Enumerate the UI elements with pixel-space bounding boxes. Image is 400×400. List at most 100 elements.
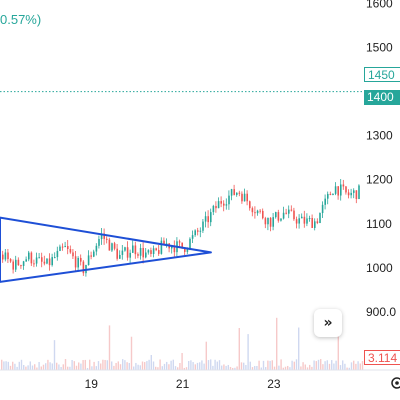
scroll-to-realtime-button[interactable]: » bbox=[314, 309, 342, 337]
volume-bar bbox=[256, 365, 258, 370]
volume-bar bbox=[25, 366, 27, 370]
candle-body bbox=[59, 246, 61, 251]
candle-body bbox=[256, 210, 259, 214]
candle-body bbox=[129, 252, 131, 258]
candle-body bbox=[345, 186, 347, 193]
volume-bar bbox=[331, 360, 333, 370]
candle-body bbox=[321, 204, 324, 214]
candle-body bbox=[275, 212, 277, 218]
volume-bar bbox=[185, 367, 188, 370]
volume-bar bbox=[64, 359, 67, 370]
volume-bar bbox=[47, 359, 49, 370]
candle-body bbox=[350, 192, 352, 196]
price-change-percent: 0.57%) bbox=[0, 12, 42, 27]
volume-bar bbox=[245, 365, 247, 370]
volume-bar bbox=[295, 359, 298, 370]
volume-bar bbox=[179, 362, 181, 370]
candle-body bbox=[280, 218, 282, 221]
settings-icon[interactable] bbox=[391, 377, 400, 389]
y-tick-label: 900.0 bbox=[366, 305, 396, 319]
candle-body bbox=[38, 257, 40, 259]
candle-body bbox=[4, 252, 7, 260]
candle-body bbox=[215, 205, 217, 209]
volume-bar bbox=[190, 360, 192, 370]
volume-bar bbox=[223, 364, 225, 370]
double-chevron-right-icon: » bbox=[323, 315, 333, 331]
volume-bar bbox=[40, 366, 42, 370]
candle-body bbox=[126, 247, 129, 258]
candle-body bbox=[67, 246, 69, 249]
y-tick-label: 1200 bbox=[366, 173, 393, 187]
candle-body bbox=[41, 257, 43, 262]
candle-body bbox=[33, 263, 35, 265]
candle-body bbox=[191, 235, 194, 239]
volume-bar bbox=[177, 367, 179, 370]
volume-bar bbox=[196, 362, 199, 370]
candle-body bbox=[80, 257, 82, 262]
volume-bar bbox=[104, 359, 106, 370]
volume-bar bbox=[247, 334, 249, 370]
candle-body bbox=[119, 254, 121, 259]
volume-bar bbox=[60, 367, 62, 370]
volume-bar bbox=[58, 364, 60, 370]
candle-body bbox=[30, 252, 33, 264]
volume-bar bbox=[227, 364, 229, 370]
candle-body bbox=[228, 195, 230, 205]
candle-body bbox=[199, 230, 202, 232]
volume-bar bbox=[216, 361, 218, 370]
candle-body bbox=[145, 252, 147, 258]
volume-bar bbox=[93, 361, 95, 370]
candle-body bbox=[311, 218, 313, 228]
volume-bar bbox=[42, 364, 45, 370]
volume-bar bbox=[306, 367, 309, 370]
volume-bar bbox=[113, 365, 115, 370]
candle-body bbox=[314, 221, 316, 228]
candle-body bbox=[74, 256, 77, 268]
candle-body bbox=[22, 261, 25, 266]
volume-bar bbox=[251, 367, 254, 370]
volume-bar bbox=[141, 361, 144, 370]
candle-body bbox=[288, 209, 290, 214]
volume-bar bbox=[289, 367, 291, 370]
volume-bar bbox=[284, 366, 287, 370]
candle-body bbox=[189, 238, 191, 249]
volume-bar bbox=[254, 365, 256, 370]
candle-body bbox=[316, 221, 319, 223]
volume-bar bbox=[361, 361, 364, 370]
candle-body bbox=[35, 257, 38, 264]
candle-body bbox=[25, 259, 27, 262]
candle-body bbox=[163, 240, 165, 245]
volume-bar bbox=[339, 365, 342, 370]
volume-bar bbox=[328, 363, 331, 370]
candle-body bbox=[98, 239, 100, 246]
candle-body bbox=[61, 246, 64, 248]
volume-bar bbox=[80, 363, 82, 370]
volume-bar bbox=[16, 366, 18, 370]
volume-bar bbox=[350, 362, 353, 370]
volume-bar bbox=[130, 336, 133, 370]
volume-bar bbox=[172, 359, 174, 370]
candle-body bbox=[269, 217, 272, 227]
volume-bar bbox=[273, 366, 276, 370]
volume-bar bbox=[126, 362, 128, 370]
candle-body bbox=[267, 217, 269, 225]
candle-body bbox=[272, 217, 274, 227]
y-tick-label: 1600 bbox=[366, 0, 393, 11]
volume-bar bbox=[298, 327, 300, 370]
y-tick-label: 1300 bbox=[366, 129, 393, 143]
candle-body bbox=[93, 251, 95, 257]
volume-bar bbox=[188, 361, 190, 370]
volume-bar bbox=[106, 360, 108, 370]
candle-body bbox=[217, 201, 220, 209]
volume-bar bbox=[192, 362, 194, 370]
candle-body bbox=[332, 193, 334, 196]
candle-body bbox=[124, 247, 126, 251]
candle-body bbox=[327, 193, 329, 199]
candle-body bbox=[340, 184, 342, 196]
volume-bar bbox=[304, 364, 306, 370]
candle-body bbox=[160, 240, 163, 254]
volume-bar bbox=[78, 362, 80, 370]
volume-bar bbox=[34, 364, 36, 370]
y-tick-label: 1500 bbox=[366, 41, 393, 55]
candle-body bbox=[171, 246, 173, 249]
